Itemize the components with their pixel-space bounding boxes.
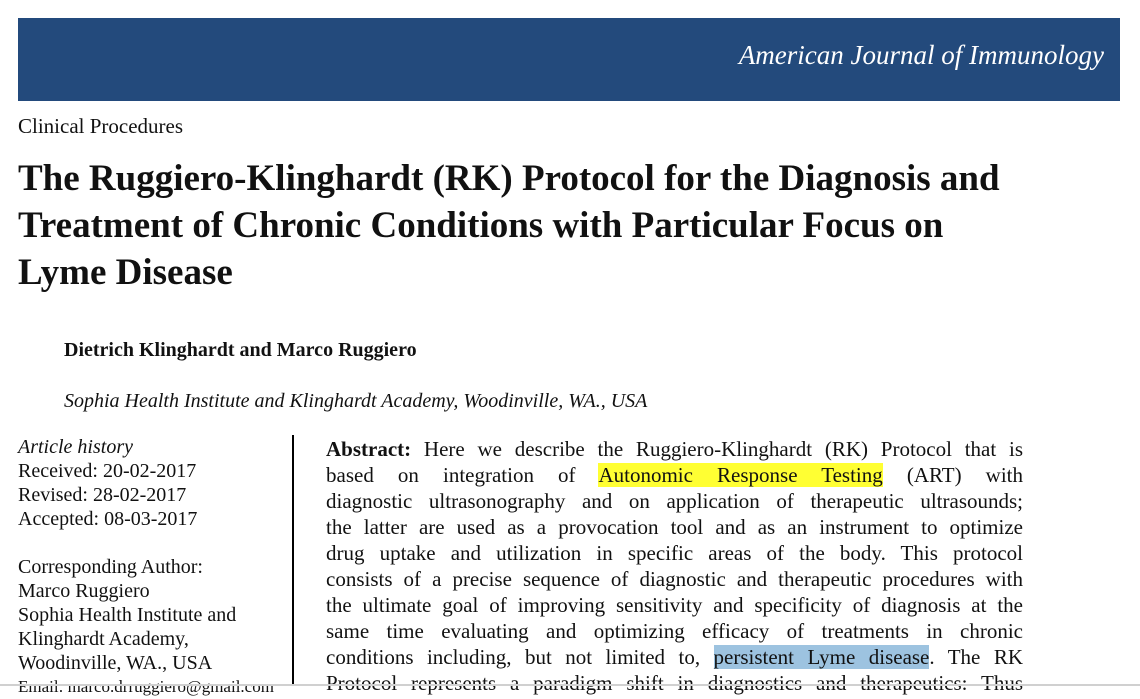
article-title: The Ruggiero-Klinghardt (RK) Protocol fo… [18,155,1128,296]
authors: Dietrich Klinghardt and Marco Ruggiero [64,339,417,361]
article-info-sidebar: Article history Received: 20-02-2017 Rev… [18,435,274,699]
abstract-line: the latter are used as a provocation too… [326,515,1023,539]
accepted-date: Accepted: 08-03-2017 [18,508,198,530]
abstract-line: Abstract: Here we describe the Ruggiero-… [326,437,1023,461]
highlight-yellow[interactable]: Autonomic Response Testing [598,463,883,487]
title-line: Lyme Disease [18,252,233,293]
corresponding-email[interactable]: Email: marco.drruggiero@gmail.com [18,677,274,696]
abstract-line: Protocol represents a paradigm shift in … [326,671,1023,695]
abstract-line: diagnostic ultrasonography and on applic… [326,489,1023,513]
affiliation: Sophia Health Institute and Klinghardt A… [64,390,648,412]
corresponding-address: Woodinville, WA., USA [18,652,213,674]
abstract-line: drug uptake and utilization in specific … [326,541,1023,565]
abstract-line: conditions including, but not limited to… [326,645,1023,669]
abstract-label: Abstract: [326,437,412,461]
corresponding-name: Marco Ruggiero [18,580,150,602]
viewer-bottom-edge [0,684,1140,686]
corresponding-address: Sophia Health Institute and [18,604,237,626]
received-date: Received: 20-02-2017 [18,460,197,482]
abstract-line: same time evaluating and optimizing effi… [326,619,1023,643]
corresponding-address: Klinghardt Academy, [18,628,189,650]
abstract: Abstract: Here we describe the Ruggiero-… [326,436,1023,696]
highlight-selection[interactable]: persistent Lyme disease [713,645,930,669]
abstract-line: based on integration of Autonomic Respon… [326,463,1023,487]
journal-banner: American Journal of Immunology [18,18,1120,101]
abstract-line: the ultimate goal of improving sensitivi… [326,593,1023,617]
title-line: Treatment of Chronic Conditions with Par… [18,205,944,246]
revised-date: Revised: 28-02-2017 [18,484,187,506]
journal-name: American Journal of Immunology [738,40,1104,70]
column-divider [292,435,294,686]
abstract-line: consists of a precise sequence of diagno… [326,567,1023,591]
corresponding-label: Corresponding Author: [18,556,203,578]
title-line: The Ruggiero-Klinghardt (RK) Protocol fo… [18,158,1000,199]
history-label: Article history [18,436,133,458]
article-section: Clinical Procedures [18,114,184,138]
